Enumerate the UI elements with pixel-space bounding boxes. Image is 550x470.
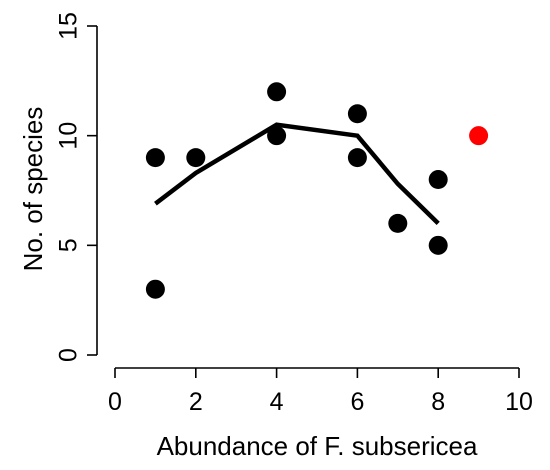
data-point [145, 148, 165, 168]
y-tick-label: 5 [55, 238, 83, 252]
fit-line [154, 122, 440, 226]
data-point [186, 148, 206, 168]
data-point [347, 148, 367, 168]
x-tick-label: 2 [189, 388, 203, 416]
y-tick-label: 10 [55, 122, 83, 150]
data-point [145, 279, 165, 299]
data-point [347, 104, 367, 124]
fit-line-layer [154, 122, 440, 226]
x-tick-label: 8 [431, 388, 445, 416]
y-tick-label: 0 [55, 348, 83, 362]
data-point [428, 235, 448, 255]
x-axis-title: Abundance of F. subsericea [157, 431, 478, 461]
points-layer [145, 82, 489, 299]
y-axis-title: No. of species [18, 107, 48, 272]
highlight-point [469, 126, 489, 146]
data-point [428, 170, 448, 190]
y-axis: 0 5 10 15 [55, 12, 98, 362]
x-tick-label: 10 [505, 388, 533, 416]
x-tick-label: 0 [108, 388, 122, 416]
y-tick-label: 15 [55, 12, 83, 40]
x-tick-label: 6 [350, 388, 364, 416]
data-point [388, 213, 408, 233]
x-tick-label: 4 [270, 388, 284, 416]
data-point [267, 82, 287, 102]
x-axis: 0 2 4 6 8 10 [108, 367, 533, 416]
data-point [267, 126, 287, 146]
